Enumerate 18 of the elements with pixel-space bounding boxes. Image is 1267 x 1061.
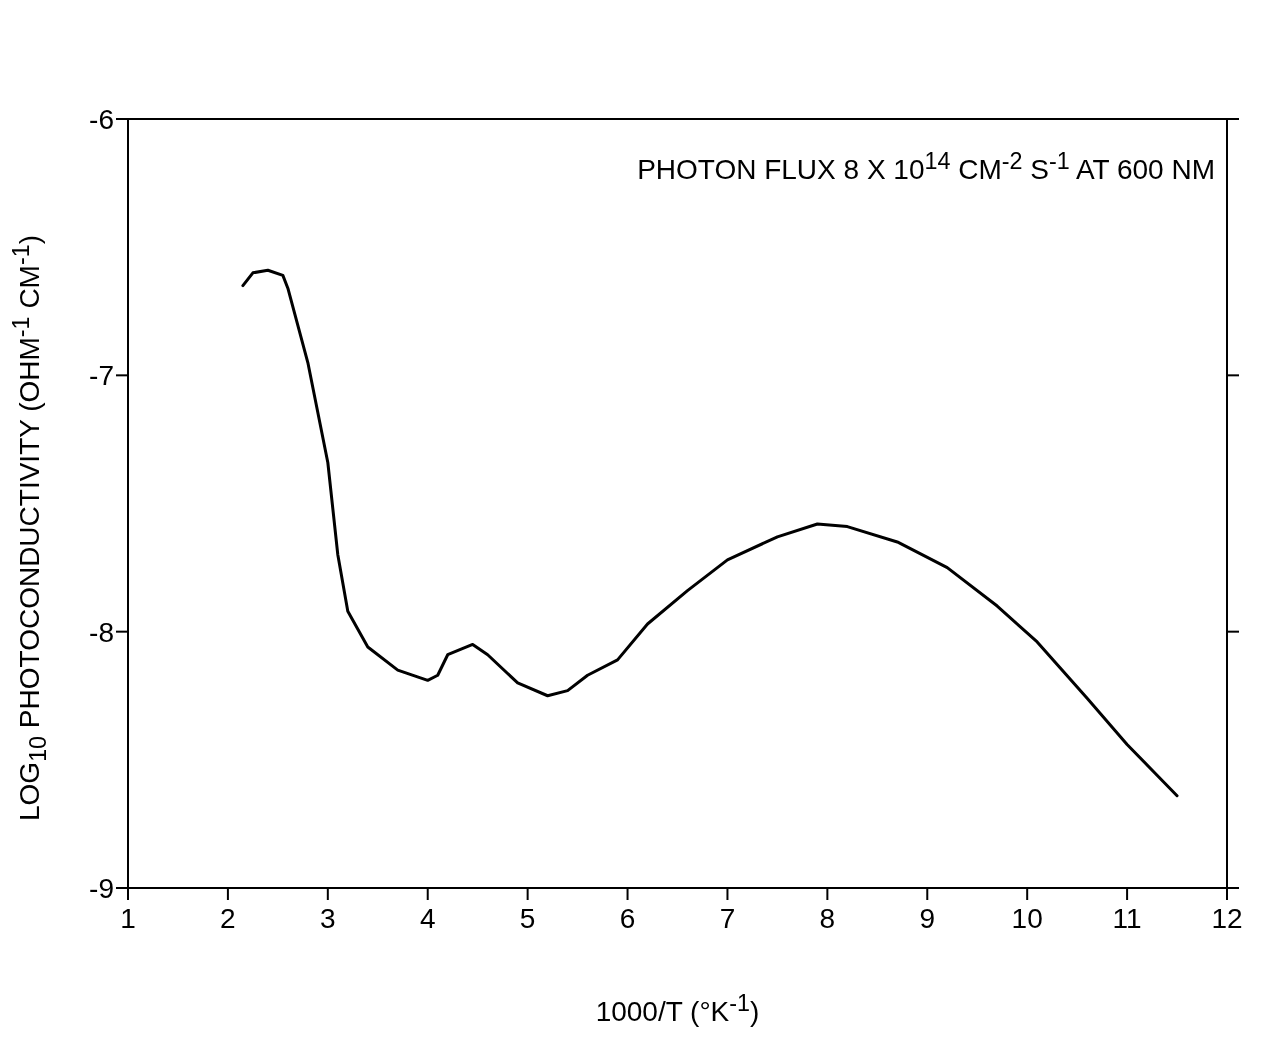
x-tick-label: 4 — [419, 902, 436, 934]
x-tick-label: 5 — [519, 902, 536, 934]
x-tick-label: 7 — [719, 902, 736, 934]
x-tick-label: 6 — [619, 902, 636, 934]
x-tick-label: 2 — [220, 902, 236, 934]
annotation: PHOTON FLUX 8 X 10$^{14}$ CM$^{-2}$ S$^{-1}$ AT 600 NM — [637, 148, 1215, 187]
x-axis-title: 1000/T (°K$^{-1}$) — [594, 990, 761, 1029]
x-tick-label: 1 — [120, 902, 136, 934]
y-tick-label: -9 — [89, 872, 114, 904]
x-tick-label: 10 — [1011, 902, 1043, 934]
x-tick-label: 3 — [320, 902, 336, 934]
y-tick-label: -6 — [89, 103, 114, 135]
x-tick-label: 9 — [919, 902, 936, 934]
x-tick-label: 8 — [819, 902, 836, 934]
x-tick-label: 12 — [1211, 902, 1243, 934]
y-tick-label: -7 — [89, 360, 114, 392]
y-tick-label: -8 — [89, 616, 114, 648]
x-tick-label: 11 — [1112, 902, 1142, 934]
